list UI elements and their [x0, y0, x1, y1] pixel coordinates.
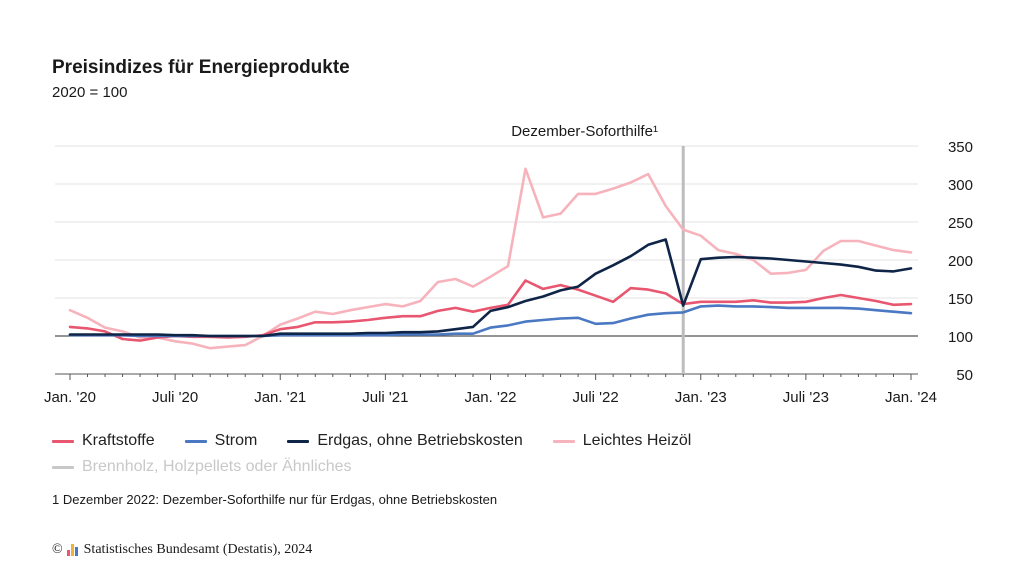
- line-chart: 50 100 150 200 250 300 350 Jan. '20 Juli '20 Jan.…: [44, 123, 973, 406]
- x-tick-label: Juli '21: [362, 389, 408, 406]
- legend-item-kraftstoffe[interactable]: Kraftstoffe: [52, 432, 155, 450]
- y-tick-label: 200: [948, 253, 973, 270]
- x-tick-label: Juli '23: [783, 389, 829, 406]
- legend-label: Brennholz, Holzpellets oder Ähnliches: [82, 458, 352, 475]
- legend-swatch: [552, 439, 575, 443]
- legend-swatch: [52, 439, 74, 443]
- legend-item-heizoel[interactable]: Leichtes Heizöl: [552, 432, 692, 450]
- footnote: 1 Dezember 2022: Dezember-Soforthilfe nu…: [52, 492, 498, 507]
- legend-item-erdgas[interactable]: Erdgas, ohne Betriebskosten: [287, 432, 523, 450]
- x-tick-label: Jan. '24: [885, 389, 937, 406]
- y-tick-label: 350: [948, 139, 973, 156]
- x-tick-label: Jan. '22: [464, 389, 516, 406]
- chart-legend: Kraftstoffe Strom Erdgas, ohne Betriebsk…: [52, 428, 721, 480]
- copyright-symbol: ©: [52, 542, 63, 557]
- legend-swatch: [287, 439, 310, 443]
- legend-label: Erdgas, ohne Betriebskosten: [317, 432, 523, 449]
- x-tick-label: Jan. '23: [675, 389, 727, 406]
- x-tick-label: Juli '22: [573, 389, 619, 406]
- chart-subtitle: 2020 = 100: [52, 84, 128, 101]
- source-text: Statistisches Bundesamt (Destatis), 2024: [83, 542, 313, 557]
- destatis-logo-icon: [66, 544, 78, 556]
- annotation-label: Dezember-Soforthilfe¹: [511, 123, 658, 140]
- series-line-leichtes-heizöl: [68, 167, 913, 350]
- legend-label: Leichtes Heizöl: [582, 432, 692, 449]
- y-tick-label: 150: [948, 291, 973, 308]
- legend-label: Strom: [214, 432, 258, 449]
- legend-item-strom[interactable]: Strom: [184, 432, 258, 450]
- x-tick-label: Jan. '21: [254, 389, 306, 406]
- source-line: © Statistisches Bundesamt (Destatis), 20…: [52, 542, 312, 558]
- chart-title: Preisindizes für Energieprodukte: [52, 57, 350, 78]
- series-line-erdgas-ohne-betriebskosten: [68, 238, 913, 338]
- y-tick-label: 300: [948, 177, 973, 194]
- y-tick-label: 50: [956, 367, 973, 384]
- x-tick-label: Jan. '20: [44, 389, 96, 406]
- legend-item-brennholz[interactable]: Brennholz, Holzpellets oder Ähnliches: [52, 458, 351, 476]
- legend-swatch: [184, 439, 207, 443]
- legend-swatch: [52, 465, 74, 469]
- x-tick-label: Juli '20: [152, 389, 198, 406]
- y-tick-label: 100: [948, 329, 973, 346]
- legend-label: Kraftstoffe: [82, 432, 155, 449]
- y-tick-label: 250: [948, 215, 973, 232]
